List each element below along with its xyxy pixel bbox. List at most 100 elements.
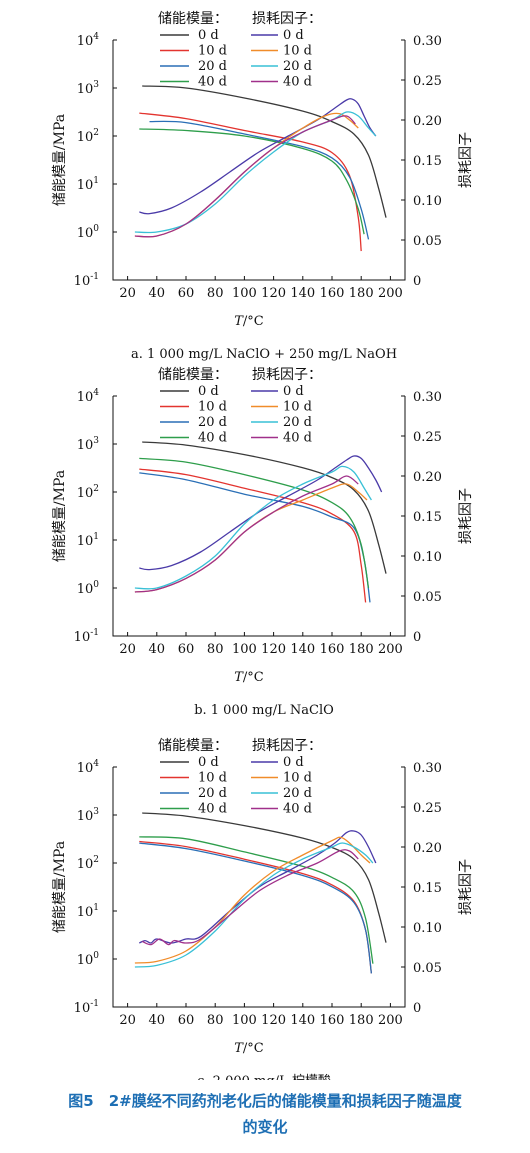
- x-axis-label-unit: /°C: [243, 670, 264, 685]
- legend-loss-header: 损耗因子：: [252, 11, 322, 27]
- loss-factor-line-40d: [134, 475, 359, 593]
- legend-storage-label: 20 d: [198, 415, 227, 430]
- y-left-tick-exponent: 2: [93, 484, 99, 494]
- x-tick-label: 100: [232, 1013, 257, 1028]
- x-tick-label: 200: [378, 642, 403, 657]
- loss-factor-line-40d: [141, 849, 359, 946]
- legend-loss-header: 损耗因子：: [252, 738, 322, 754]
- y-right-tick-label: 0.10: [413, 194, 442, 209]
- x-tick-label: 20: [119, 1013, 136, 1028]
- x-tick-label: 40: [149, 642, 166, 657]
- legend-storage-label: 20 d: [198, 786, 227, 801]
- x-axis-label: T/°C: [234, 1041, 264, 1056]
- legend-loss-label: 10 d: [283, 400, 312, 415]
- x-axis-label-unit: /°C: [243, 1041, 264, 1056]
- x-tick-label: 140: [290, 1013, 315, 1028]
- y-right-tick-label: 0.30: [413, 761, 442, 776]
- loss-factor-line-10d: [134, 112, 359, 238]
- axes-frame: [112, 396, 406, 637]
- y-left-tick-label: 101: [77, 176, 99, 193]
- y-left-tick-exponent: 3: [93, 436, 99, 446]
- x-tick-label: 80: [207, 642, 224, 657]
- x-tick-label: 160: [320, 642, 345, 657]
- y-right-tick-label: 0.15: [413, 881, 442, 896]
- legend-loss-label: 0 d: [283, 28, 304, 43]
- y-left-tick-label: 101: [77, 903, 99, 920]
- y-right-tick-label: 0: [413, 1001, 421, 1016]
- y-left-tick-exponent: 4: [93, 388, 99, 398]
- legend-loss-label: 20 d: [283, 786, 312, 801]
- x-tick-label: 180: [349, 642, 374, 657]
- y-right-tick-label: 0.20: [413, 470, 442, 485]
- loss-factor-line-0d: [139, 455, 383, 571]
- figure-caption-line-1: 图5 2#膜经不同药剂老化后的储能模量和损耗因子随温度: [68, 1092, 462, 1110]
- storage-modulus-line-40d: [139, 836, 374, 964]
- y-left-tick-label: 103: [77, 436, 100, 453]
- legend-loss-label: 40 d: [283, 431, 312, 446]
- x-axis-label-symbol: T: [234, 670, 244, 685]
- y-left-tick-label: 100: [77, 580, 100, 597]
- y-right-tick-label: 0.20: [413, 841, 442, 856]
- y-right-tick-label: 0.15: [413, 154, 442, 169]
- y-right-tick-label: 0.15: [413, 510, 442, 525]
- legend-loss-label: 10 d: [283, 44, 312, 59]
- x-tick-label: 200: [378, 1013, 403, 1028]
- x-tick-label: 60: [178, 642, 195, 657]
- legend-loss-label: 20 d: [283, 415, 312, 430]
- y-left-tick-label: 102: [77, 484, 99, 501]
- x-axis-label-symbol: T: [234, 1041, 244, 1056]
- legend-loss-label: 10 d: [283, 771, 312, 786]
- y-right-tick-label: 0: [413, 630, 421, 645]
- y-left-tick-exponent: -1: [90, 272, 99, 282]
- legend-loss-label: 40 d: [283, 802, 312, 817]
- loss-factor-line-10d: [134, 483, 368, 593]
- loss-factor-line-20d: [134, 465, 372, 590]
- y-left-tick-exponent: 0: [93, 951, 99, 961]
- figure-caption-line-2: 的变化: [242, 1118, 288, 1136]
- legend-loss-label: 0 d: [283, 755, 304, 770]
- y-left-tick-label: 100: [77, 951, 100, 968]
- y-left-tick-exponent: 4: [93, 759, 99, 769]
- legend-storage-label: 20 d: [198, 59, 227, 74]
- legend-storage-label: 10 d: [198, 44, 227, 59]
- y-left-tick-label: 10-1: [74, 628, 99, 645]
- storage-modulus-line-10d: [139, 468, 367, 603]
- y-left-axis-label: 储能模量/MPa: [52, 470, 68, 562]
- legend-storage-header: 储能模量：: [158, 11, 228, 27]
- x-tick-label: 180: [349, 1013, 374, 1028]
- x-tick-label: 80: [207, 1013, 224, 1028]
- y-left-tick-exponent: 0: [93, 580, 99, 590]
- x-tick-label: 20: [119, 642, 136, 657]
- y-right-tick-label: 0.25: [413, 74, 442, 89]
- x-tick-label: 40: [149, 1013, 166, 1028]
- loss-factor-line-0d: [139, 830, 377, 944]
- y-left-tick-exponent: 2: [93, 855, 99, 865]
- y-right-tick-label: 0.30: [413, 390, 442, 405]
- y-left-tick-exponent: -1: [90, 999, 99, 1009]
- y-left-tick-exponent: 4: [93, 32, 99, 42]
- storage-modulus-line-40d: [139, 128, 365, 235]
- y-left-tick-exponent: 1: [93, 903, 99, 913]
- x-tick-label: 100: [232, 642, 257, 657]
- y-left-tick-exponent: 1: [93, 532, 99, 542]
- y-left-tick-exponent: 2: [93, 128, 99, 138]
- legend-loss-label: 20 d: [283, 59, 312, 74]
- legend-storage-header: 储能模量：: [158, 367, 228, 383]
- x-tick-label: 200: [378, 286, 403, 301]
- legend-loss-label: 0 d: [283, 384, 304, 399]
- x-tick-label: 120: [261, 642, 286, 657]
- y-right-tick-label: 0.20: [413, 114, 442, 129]
- storage-modulus-line-20d: [149, 120, 370, 240]
- legend-storage-label: 40 d: [198, 75, 227, 90]
- y-right-tick-label: 0.05: [413, 961, 442, 976]
- y-left-tick-label: 104: [77, 759, 100, 776]
- storage-modulus-line-0d: [142, 85, 387, 218]
- panel-subtitle: b. 1 000 mg/L NaClO: [194, 703, 334, 718]
- y-left-tick-exponent: 3: [93, 807, 99, 817]
- x-axis-label-symbol: T: [234, 314, 244, 329]
